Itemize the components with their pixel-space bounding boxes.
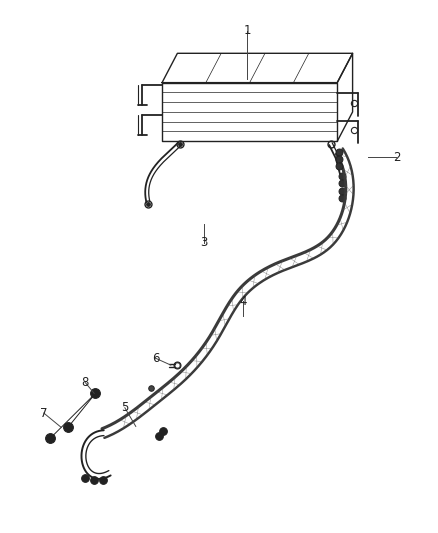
Text: 4: 4 <box>239 295 247 308</box>
Text: 6: 6 <box>152 352 159 365</box>
Text: 3: 3 <box>200 236 207 249</box>
Text: 7: 7 <box>40 407 48 419</box>
Text: 1: 1 <box>244 25 251 37</box>
Text: 5: 5 <box>121 401 128 414</box>
Text: 8: 8 <box>82 376 89 389</box>
Text: 2: 2 <box>392 151 400 164</box>
